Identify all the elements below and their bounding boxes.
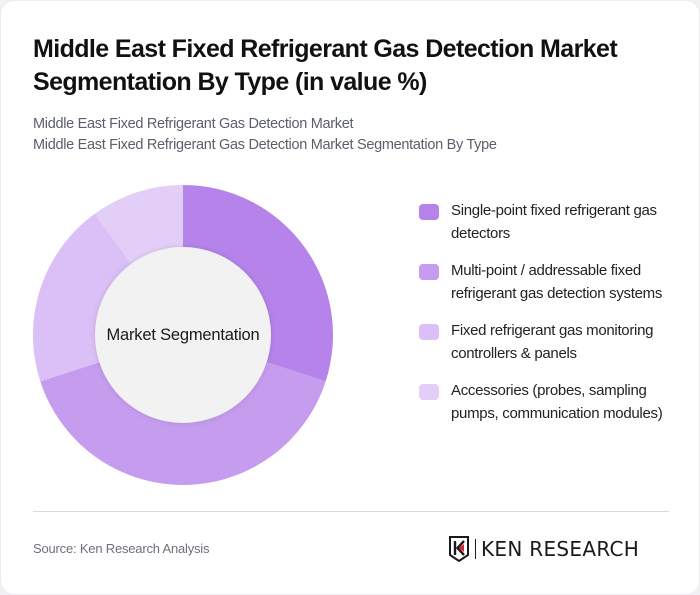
logo-separator xyxy=(475,539,476,559)
footer-divider xyxy=(33,511,669,512)
legend-label: Multi-point / addressable fixed refriger… xyxy=(451,262,663,302)
logo-text: KEN RESEARCH xyxy=(481,537,640,561)
legend-swatch xyxy=(419,204,439,220)
donut-chart: Market Segmentation xyxy=(31,183,335,487)
legend-label: Single-point fixed refrigerant gas detec… xyxy=(451,202,657,242)
donut-hole xyxy=(95,247,271,423)
legend-item-controllers-panels[interactable]: Fixed refrigerant gas monitoring control… xyxy=(419,319,679,365)
chart-legend: Single-point fixed refrigerant gas detec… xyxy=(419,199,679,439)
donut-center-label: Market Segmentation xyxy=(106,325,260,344)
legend-label: Accessories (probes, sampling pumps, com… xyxy=(451,382,663,422)
legend-item-accessories[interactable]: Accessories (probes, sampling pumps, com… xyxy=(419,379,679,425)
legend-label: Fixed refrigerant gas monitoring control… xyxy=(451,322,654,362)
subtitle-line-2: Middle East Fixed Refrigerant Gas Detect… xyxy=(33,137,497,153)
legend-item-single-point[interactable]: Single-point fixed refrigerant gas detec… xyxy=(419,199,679,245)
legend-swatch xyxy=(419,264,439,280)
donut-svg xyxy=(32,185,334,485)
chart-title: Middle East Fixed Refrigerant Gas Detect… xyxy=(33,35,618,96)
subtitle-line-1: Middle East Fixed Refrigerant Gas Detect… xyxy=(33,116,354,132)
legend-item-multi-point[interactable]: Multi-point / addressable fixed refriger… xyxy=(419,259,679,305)
legend-swatch xyxy=(419,324,439,340)
source-note: Source: Ken Research Analysis xyxy=(33,541,210,556)
chart-subtitle: Middle East Fixed Refrigerant Gas Detect… xyxy=(33,114,673,156)
ken-research-k-shield-icon xyxy=(449,536,469,562)
legend-swatch xyxy=(419,384,439,400)
ken-research-logo: KEN RESEARCH xyxy=(448,536,670,562)
